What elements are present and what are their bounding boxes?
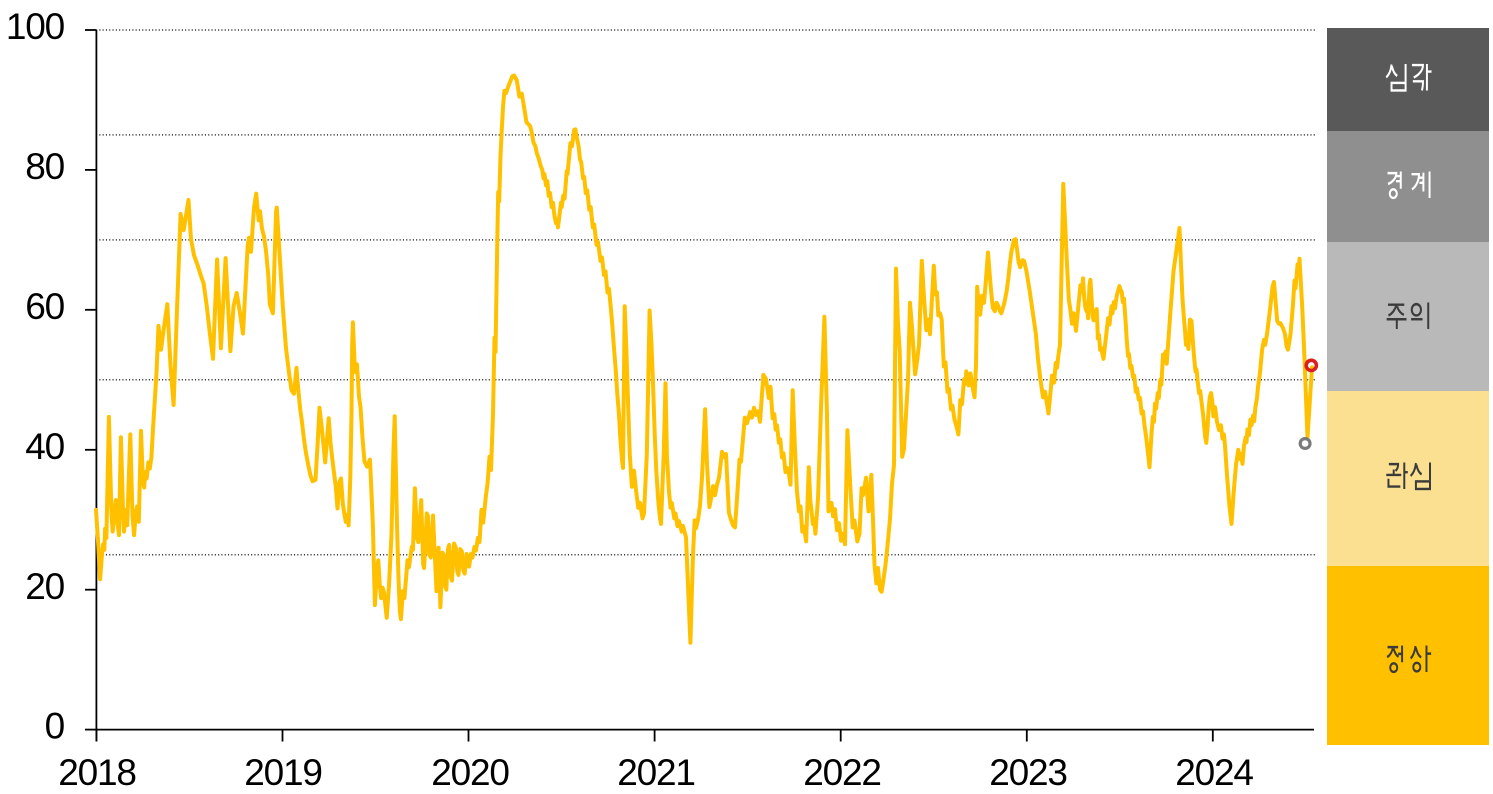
svg-text:20: 20	[25, 566, 64, 607]
svg-text:80: 80	[25, 146, 64, 187]
svg-text:2020: 2020	[431, 752, 509, 793]
svg-text:0: 0	[45, 706, 65, 747]
svg-text:2023: 2023	[989, 752, 1067, 793]
svg-text:2019: 2019	[244, 752, 322, 793]
svg-text:2024: 2024	[1175, 752, 1253, 793]
svg-text:2022: 2022	[803, 752, 881, 793]
svg-text:60: 60	[25, 286, 64, 327]
svg-text:40: 40	[25, 426, 64, 467]
svg-text:100: 100	[6, 6, 65, 47]
svg-text:2021: 2021	[617, 752, 695, 793]
svg-text:2018: 2018	[58, 752, 136, 793]
